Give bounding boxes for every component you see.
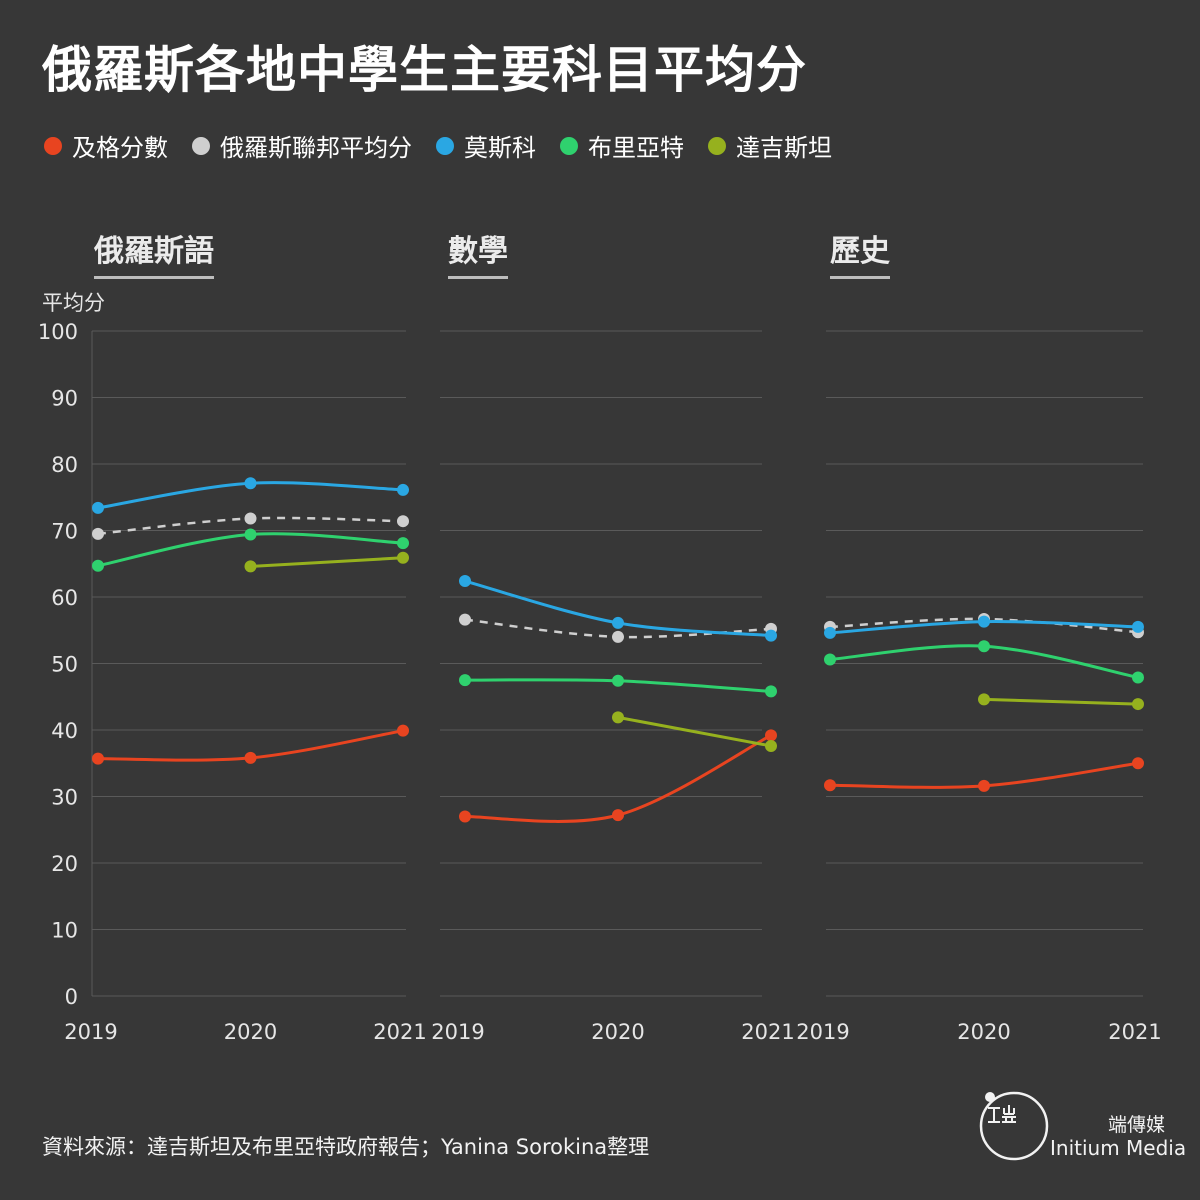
data-point-2-3-1 (978, 640, 990, 653)
data-point-1-4-0 (612, 711, 624, 724)
data-point-1-3-2 (765, 685, 777, 698)
data-point-2-0-0 (824, 779, 836, 792)
x-tick-label: 2021 (373, 1020, 426, 1044)
data-point-0-0-0 (92, 752, 104, 765)
legend-label: 布里亞特 (588, 134, 684, 162)
data-point-0-3-0 (92, 559, 104, 572)
data-point-2-0-1 (978, 779, 990, 792)
data-point-0-0-1 (244, 751, 257, 764)
panel-title-russian: 俄羅斯語 (94, 226, 214, 279)
data-point-0-3-2 (397, 537, 409, 550)
y-tick-label: 40 (51, 719, 78, 743)
y-tick-label: 30 (51, 786, 78, 810)
series-line-2-4 (983, 697, 1139, 706)
y-tick-label: 70 (51, 520, 78, 544)
legend-label: 俄羅斯聯邦平均分 (220, 134, 412, 162)
legend-label: 莫斯科 (464, 134, 536, 162)
x-tick-label: 2020 (224, 1020, 277, 1044)
data-point-2-4-1 (1132, 698, 1144, 711)
legend-label: 達吉斯坦 (736, 134, 832, 162)
series-line-1-4 (617, 715, 772, 748)
data-point-1-0-1 (612, 809, 624, 822)
data-point-1-1-0 (459, 613, 471, 626)
data-point-0-0-2 (397, 724, 409, 737)
x-tick-label: 2020 (591, 1020, 644, 1044)
data-point-1-2-1 (612, 616, 624, 629)
data-point-0-1-2 (397, 515, 409, 528)
x-tick-label: 2019 (431, 1020, 484, 1044)
data-point-0-3-1 (244, 528, 257, 541)
y-tick-label: 50 (51, 653, 78, 677)
data-point-1-3-0 (459, 674, 471, 687)
legend-dot-dagestan (708, 136, 726, 155)
x-tick-label: 2019 (796, 1020, 849, 1044)
initium-logo-icon (979, 1091, 1049, 1161)
y-tick-label: 0 (65, 985, 78, 1009)
panel-title-history: 歷史 (830, 226, 890, 279)
legend: 及格分數 俄羅斯聯邦平均分 莫斯科 布里亞特 達吉斯坦 (44, 128, 856, 163)
legend-dot-moscow (436, 136, 454, 155)
y-tick-label: 100 (38, 320, 78, 344)
y-axis-label: 平均分 (42, 291, 105, 315)
legend-item-moscow: 莫斯科 (436, 128, 536, 163)
y-tick-label: 90 (51, 387, 78, 411)
data-point-1-3-1 (612, 674, 624, 687)
data-point-1-4-1 (765, 739, 777, 752)
data-point-2-4-0 (978, 693, 990, 706)
data-point-0-1-1 (244, 512, 257, 525)
panel-title-math: 數學 (448, 226, 508, 279)
data-point-0-2-2 (397, 483, 409, 496)
y-tick-label: 80 (51, 453, 78, 477)
data-point-0-4-0 (244, 560, 257, 573)
legend-dot-federal-average (192, 136, 210, 155)
data-point-2-2-0 (824, 626, 836, 639)
legend-item-buryatia: 布里亞特 (560, 128, 684, 163)
legend-item-pass-score: 及格分數 (44, 128, 168, 163)
series-line-0-4 (250, 556, 404, 568)
series-line-1-0 (464, 733, 772, 823)
data-point-0-4-1 (397, 551, 409, 564)
legend-item-dagestan: 達吉斯坦 (708, 128, 832, 163)
legend-item-federal-average: 俄羅斯聯邦平均分 (192, 128, 412, 163)
data-point-2-3-0 (824, 653, 836, 666)
chart-title: 俄羅斯各地中學生主要科目平均分 (42, 41, 807, 99)
data-point-1-2-0 (459, 575, 471, 588)
x-tick-label: 2020 (957, 1020, 1010, 1044)
data-point-2-3-2 (1132, 671, 1144, 684)
brand-name-cn: 端傳媒 (1108, 1114, 1166, 1136)
x-tick-label: 2019 (64, 1020, 117, 1044)
data-point-0-1-0 (92, 527, 104, 540)
x-tick-label: 2021 (741, 1020, 794, 1044)
data-point-1-0-0 (459, 810, 471, 823)
y-tick-label: 20 (51, 852, 78, 876)
data-point-1-2-2 (765, 629, 777, 642)
data-point-1-0-2 (765, 729, 777, 742)
y-tick-label: 60 (51, 586, 78, 610)
legend-label: 及格分數 (72, 134, 168, 162)
brand-name-en: Initium Media (1050, 1136, 1187, 1160)
legend-dot-buryatia (560, 136, 578, 155)
data-point-1-1-1 (612, 630, 624, 643)
data-point-0-2-0 (92, 501, 104, 514)
legend-dot-pass-score (44, 136, 62, 155)
x-tick-label: 2021 (1108, 1020, 1161, 1044)
data-point-2-0-2 (1132, 757, 1144, 770)
data-point-0-2-1 (244, 477, 257, 490)
data-point-2-2-2 (1132, 620, 1144, 633)
source-note: 資料來源：達吉斯坦及布里亞特政府報告；Yanina Sorokina整理 (42, 1135, 650, 1159)
data-point-2-2-1 (978, 615, 990, 628)
y-tick-label: 10 (51, 919, 78, 943)
